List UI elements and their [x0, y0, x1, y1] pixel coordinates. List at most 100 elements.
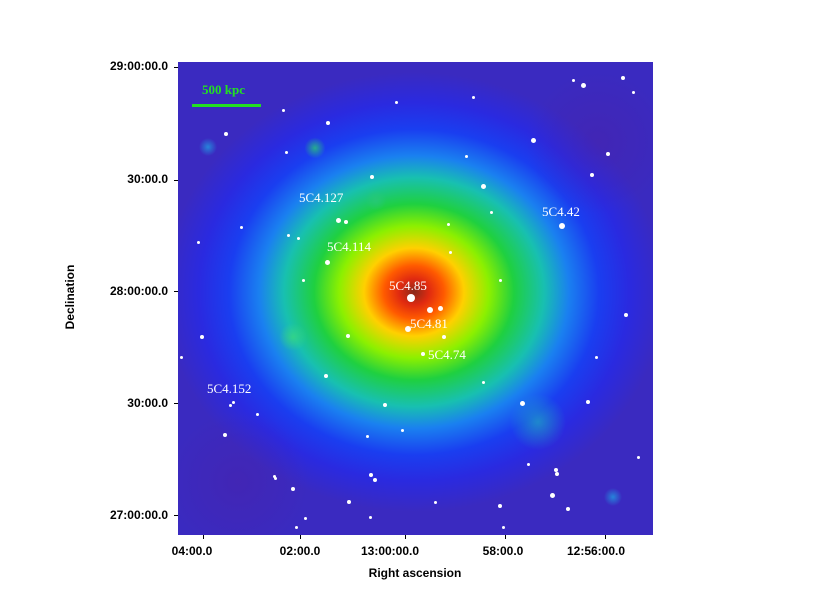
- scale-bar-label: 500 kpc: [202, 82, 245, 97]
- point-source: [571, 78, 575, 82]
- source-label-5c4-127: 5C4.127: [299, 190, 344, 205]
- point-source: [442, 335, 446, 339]
- point-source: [446, 222, 450, 226]
- point-source: [200, 335, 204, 339]
- point-source: [498, 278, 502, 282]
- x-tick: [300, 535, 301, 539]
- x-tick-label: 58:00.0: [482, 544, 524, 558]
- point-source: [526, 462, 530, 466]
- point-source: [554, 468, 558, 472]
- y-tick: [174, 291, 178, 292]
- point-source: [631, 90, 635, 94]
- scale-bar: [192, 104, 261, 107]
- source-label-5c4-81: 5C4.81: [410, 316, 448, 331]
- source-label-5c4-114: 5C4.114: [327, 239, 371, 254]
- y-tick: [174, 67, 178, 68]
- point-source: [580, 82, 586, 88]
- point-source: [347, 500, 351, 504]
- point-source: [480, 183, 486, 189]
- point-source: [179, 355, 183, 359]
- point-source: [566, 507, 570, 511]
- point-source: [294, 525, 298, 529]
- point-source: [590, 173, 594, 177]
- point-source: [228, 403, 232, 407]
- x-tick-label: 12:56:00.0: [566, 544, 626, 558]
- y-tick-label: 29:00:00.0: [109, 59, 168, 73]
- source-label-5c4-42: 5C4.42: [542, 204, 580, 219]
- x-axis-title: Right ascension: [368, 566, 462, 580]
- point-source: [344, 220, 348, 224]
- y-tick: [174, 403, 178, 404]
- point-source: [624, 313, 628, 317]
- x-tick-label: 02:00.0: [279, 544, 321, 558]
- point-source: [489, 210, 493, 214]
- point-source: [437, 305, 443, 311]
- y-tick-label: 30:00.0: [127, 172, 168, 186]
- point-source: [346, 334, 350, 338]
- point-source: [231, 400, 235, 404]
- point-source: [621, 76, 625, 80]
- point-source: [301, 278, 305, 282]
- y-tick: [174, 515, 178, 516]
- point-source: [383, 403, 387, 407]
- point-source: [498, 504, 502, 508]
- point-source: [324, 259, 330, 265]
- point-source: [555, 472, 559, 476]
- point-source: [405, 326, 411, 332]
- source-label-5c4-85: 5C4.85: [389, 278, 427, 293]
- point-source: [223, 433, 227, 437]
- point-source: [335, 217, 341, 223]
- source-label-5c4-74: 5C4.74: [428, 347, 466, 362]
- point-source: [606, 152, 610, 156]
- point-source: [471, 95, 475, 99]
- x-tick: [203, 535, 204, 539]
- x-tick: [405, 535, 406, 539]
- point-source: [373, 478, 377, 482]
- point-source: [303, 516, 307, 520]
- x-tick: [505, 535, 506, 539]
- point-source: [368, 515, 372, 519]
- point-source: [284, 150, 288, 154]
- point-source: [291, 487, 295, 491]
- point-source: [365, 434, 369, 438]
- point-source: [272, 474, 276, 478]
- point-source: [559, 223, 565, 229]
- y-axis-title: Declination: [63, 264, 77, 330]
- point-source: [501, 525, 505, 529]
- y-tick-label: 30:00.0: [127, 396, 168, 410]
- x-tick: [605, 535, 606, 539]
- point-source: [594, 355, 598, 359]
- point-source: [324, 374, 328, 378]
- y-tick-label: 27:00:00.0: [109, 508, 168, 522]
- point-source: [286, 233, 290, 237]
- y-tick-label: 28:00:00.0: [109, 284, 168, 298]
- point-source: [549, 492, 555, 498]
- point-source: [400, 428, 404, 432]
- point-source: [530, 137, 536, 143]
- point-source: [196, 240, 200, 244]
- point-source: [273, 476, 277, 480]
- xray-emission: [178, 62, 653, 535]
- point-source: [326, 121, 330, 125]
- x-tick-label: 04:00.0: [171, 544, 213, 558]
- point-source: [433, 500, 437, 504]
- point-source: [407, 294, 415, 302]
- point-source: [394, 100, 398, 104]
- point-source: [481, 380, 485, 384]
- point-source: [636, 455, 640, 459]
- point-source: [586, 400, 590, 404]
- point-source: [519, 400, 525, 406]
- point-source: [448, 250, 452, 254]
- x-tick-label: 13:00:00.0: [360, 544, 420, 558]
- point-source: [224, 132, 228, 136]
- point-source: [370, 175, 374, 179]
- point-source: [281, 108, 285, 112]
- point-source: [255, 412, 259, 416]
- point-source: [369, 473, 373, 477]
- point-source: [421, 352, 425, 356]
- xray-image-panel: 500 kpc 5C4.127 5C4.42 5C4.114 5C4.85 5C…: [178, 62, 653, 535]
- y-tick: [174, 180, 178, 181]
- point-source: [464, 154, 468, 158]
- point-source: [296, 236, 300, 240]
- point-source: [427, 307, 433, 313]
